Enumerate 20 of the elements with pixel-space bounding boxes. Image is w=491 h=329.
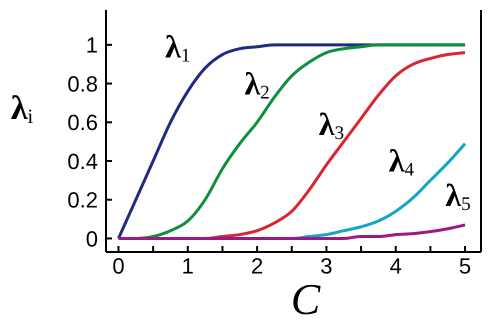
x-tick-label: 3 [320,254,333,279]
x-axis-title: C [290,275,321,324]
y-tick-label: 0 [86,226,98,252]
series-label: λ$_{3}$ [318,106,344,144]
y-tick-label: 0.2 [67,188,98,213]
y-tick-label: 1 [86,32,98,58]
series-label: λ$_{5}$ [445,177,471,215]
x-tick-label: 1 [182,254,194,279]
y-tick-label: 0.4 [67,148,98,174]
y-tick-label: 0.8 [67,71,98,96]
series-label: λ$_{1}$ [165,28,190,66]
y-axis-title: λ$_{i}$ [10,90,34,128]
y-tick-label: 0.6 [67,110,98,136]
x-tick-label: 4 [390,254,402,279]
series-label: λ$_{2}$ [244,66,270,104]
line-series [116,223,467,240]
x-tick-label: 5 [458,254,472,279]
series-label: λ$_{4}$ [388,142,414,180]
x-tick-label: 2 [250,254,264,279]
x-tick-label: 0 [112,254,125,279]
